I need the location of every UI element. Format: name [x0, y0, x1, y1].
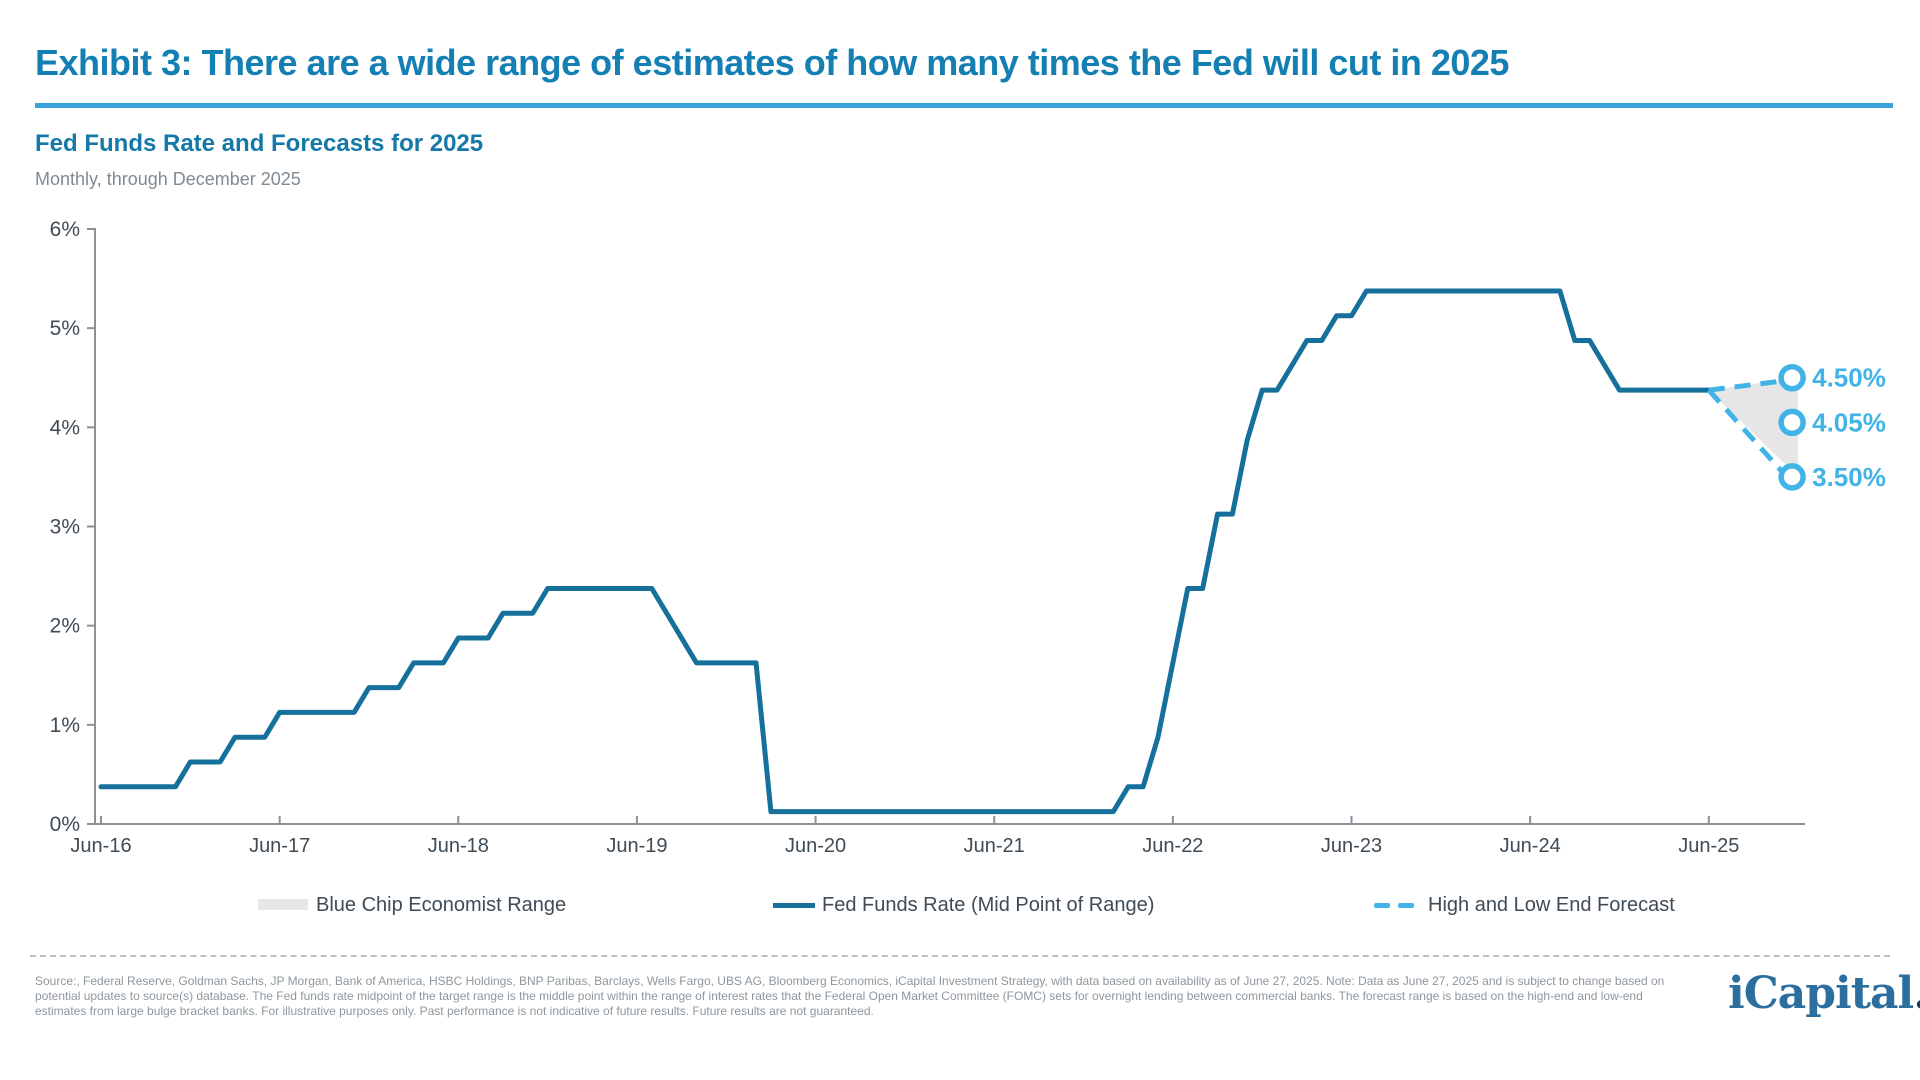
icapital-logo-text: iCapital [1728, 968, 1914, 1019]
blue-chip-range-band [1708, 377, 1799, 477]
fed-funds-line [98, 288, 1712, 815]
forecast-value-label: 3.50% [1812, 462, 1886, 492]
footer-rule [30, 1037, 1880, 1038]
forecast-marker [1778, 363, 1806, 392]
x-tick-label: Jun-18 [428, 835, 489, 857]
x-tick-label: Jun-25 [1678, 835, 1739, 857]
title-underline [35, 103, 1893, 108]
y-tick-label: 0% [50, 813, 80, 836]
legend-label-forecast: High and Low End Forecast [1428, 894, 1675, 916]
x-tick-label: Jun-24 [1500, 835, 1561, 857]
x-tick-label: Jun-21 [964, 835, 1025, 857]
icapital-logo-dot: . [1913, 968, 1920, 1019]
source-line-2: potential updates to source(s) database.… [35, 988, 1643, 1003]
x-tick-label: Jun-20 [785, 835, 846, 857]
legend-swatch-forecast-dashed [1374, 903, 1414, 908]
legend-label-fed-funds-line: Fed Funds Rate (Mid Point of Range) [822, 894, 1155, 916]
icapital-logo: iCapital. [1728, 968, 1920, 1019]
y-tick-label: 2% [50, 615, 80, 638]
y-tick-label: 4% [50, 416, 80, 439]
x-tick-label: Jun-23 [1321, 835, 1382, 857]
bottom-rule [28, 1071, 1892, 1072]
legend-swatch-blue-chip-range [258, 899, 308, 910]
forecast-marker [1778, 408, 1806, 437]
forecast-marker [1778, 463, 1806, 491]
x-tick-label: Jun-19 [606, 835, 667, 857]
forecast-value-label: 4.05% [1812, 407, 1886, 437]
y-tick-label: 5% [50, 317, 80, 340]
forecast-dashed-line [1708, 378, 1785, 393]
x-tick-label: Jun-16 [70, 835, 131, 857]
y-tick-label: 6% [50, 218, 80, 241]
chart-title: Fed Funds Rate and Forecasts for 2025 [35, 130, 484, 157]
y-tick-label: 3% [50, 515, 80, 538]
y-tick-label: 1% [50, 714, 80, 737]
x-tick-label: Jun-17 [249, 835, 310, 857]
x-tick-label: Jun-22 [1142, 835, 1203, 857]
page-title: Exhibit 3: There are a wide range of est… [35, 42, 1509, 83]
legend-label-blue-chip-range: Blue Chip Economist Range [316, 894, 567, 916]
legend-swatch-fed-funds-line [773, 903, 815, 908]
source-line-1: Source:, Federal Reserve, Goldman Sachs,… [35, 974, 1665, 988]
chart-caption: Monthly, through December 2025 [35, 169, 301, 189]
footer-separator [30, 955, 1890, 957]
forecast-dashed-line [1706, 388, 1786, 476]
source-line-3: estimates from large bulge bracket banks… [35, 1003, 874, 1018]
source-disclaimer: Source:, Federal Reserve, Goldman Sachs,… [35, 974, 1700, 1018]
forecast-value-label: 4.50% [1812, 363, 1886, 393]
